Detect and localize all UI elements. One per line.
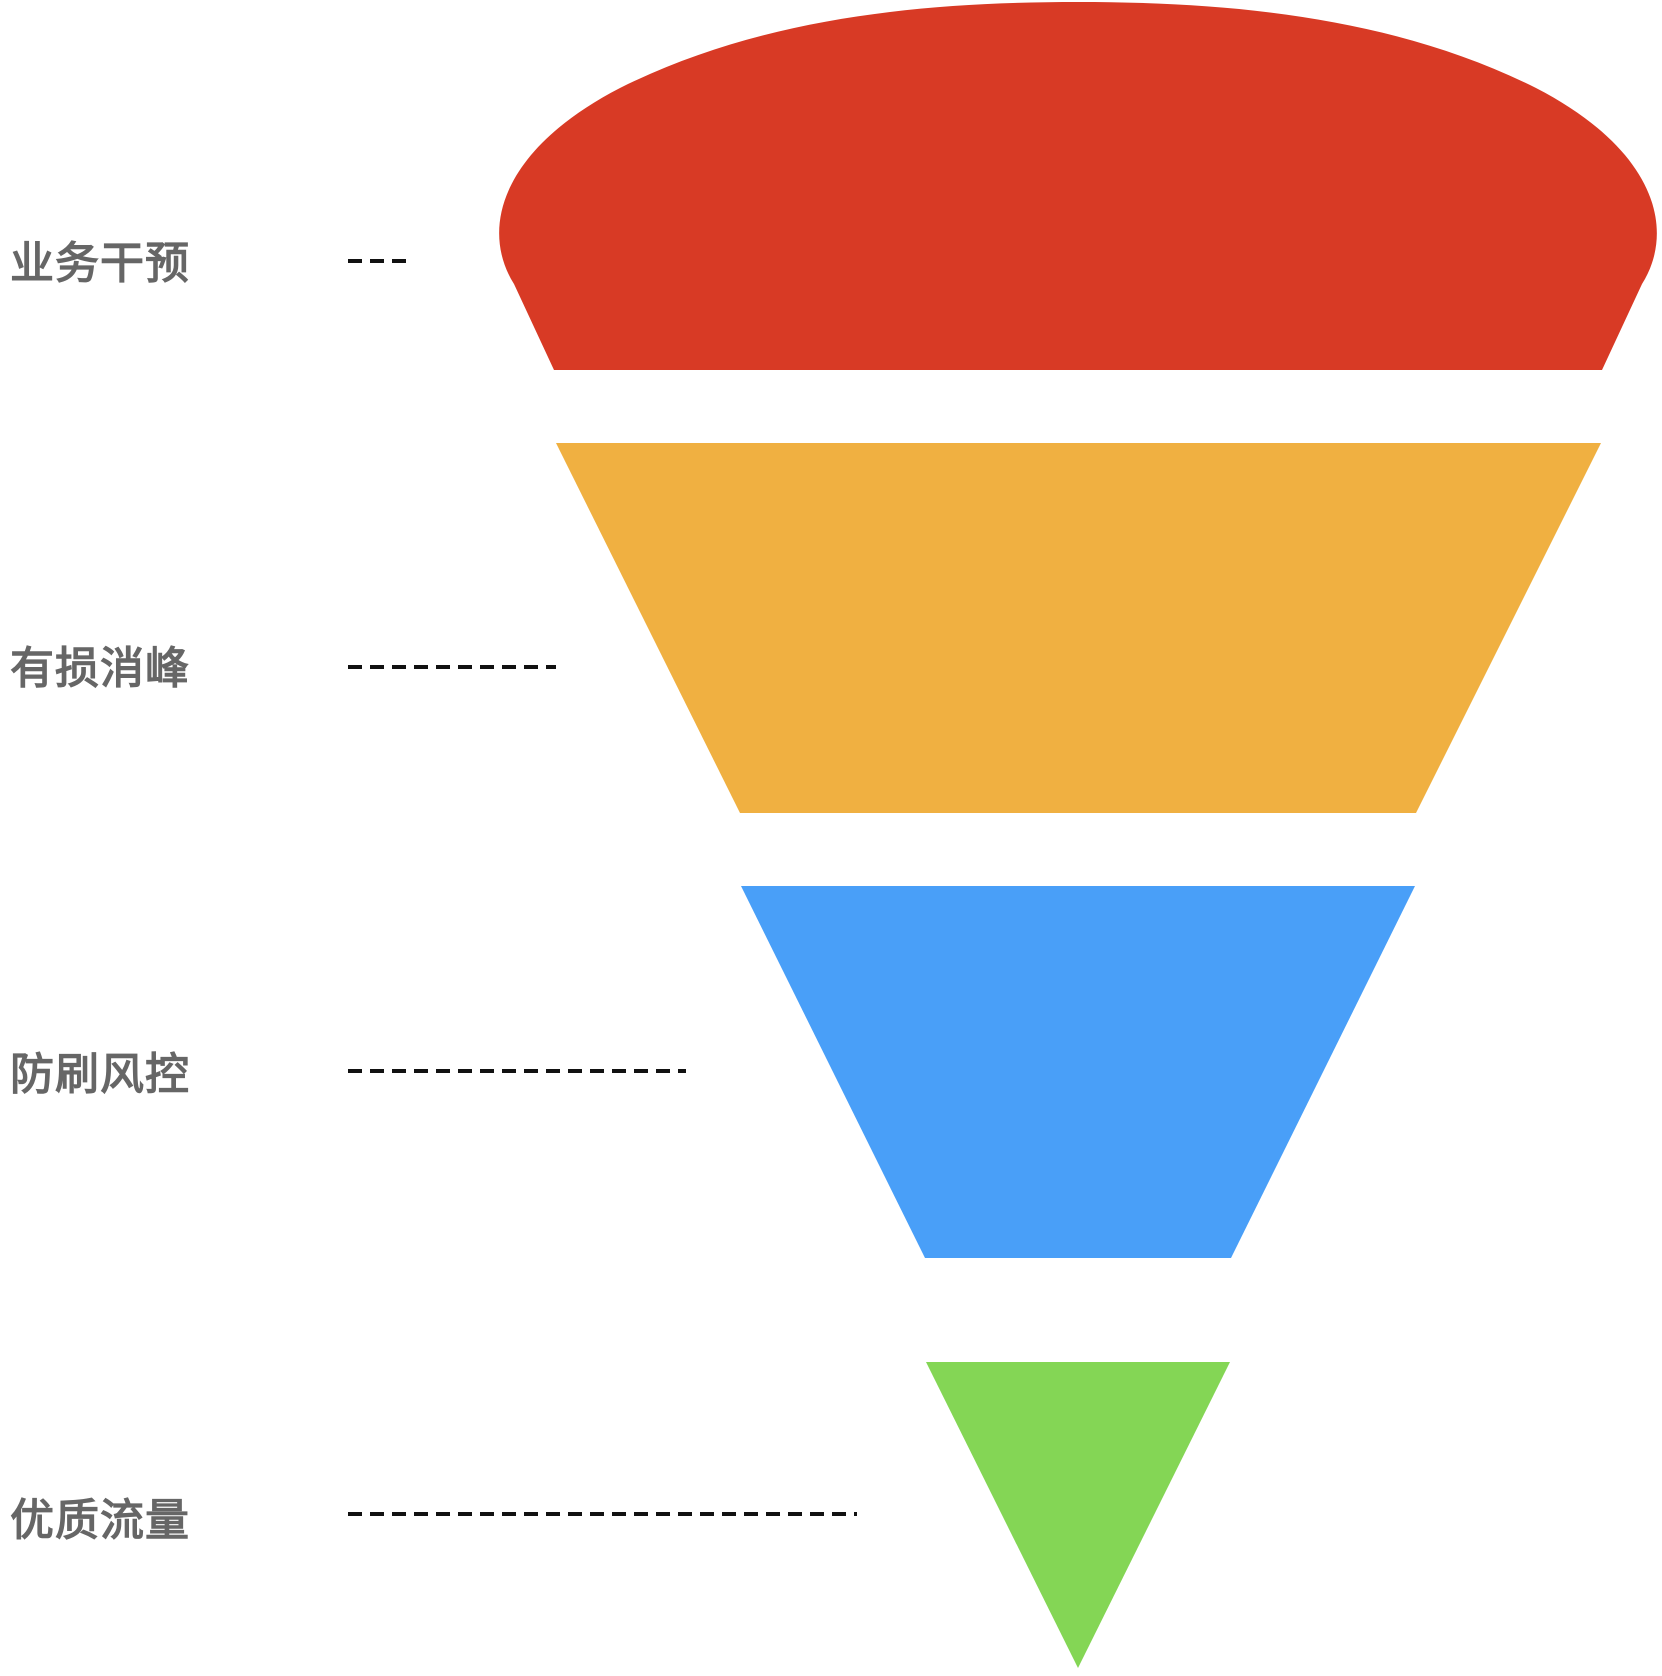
label-anti-fraud: 防刷风控 [10, 1049, 190, 1100]
funnel-layer-quality-traffic [926, 1362, 1230, 1668]
label-lossy-peak-shaving: 有损消峰 [10, 643, 190, 694]
funnel-layer-business-intervention [499, 2, 1657, 370]
label-business-intervention: 业务干预 [10, 238, 190, 289]
funnel-layer-anti-fraud [741, 886, 1415, 1258]
label-quality-traffic: 优质流量 [10, 1495, 190, 1546]
funnel-layer-lossy-peak-shaving [556, 443, 1601, 813]
